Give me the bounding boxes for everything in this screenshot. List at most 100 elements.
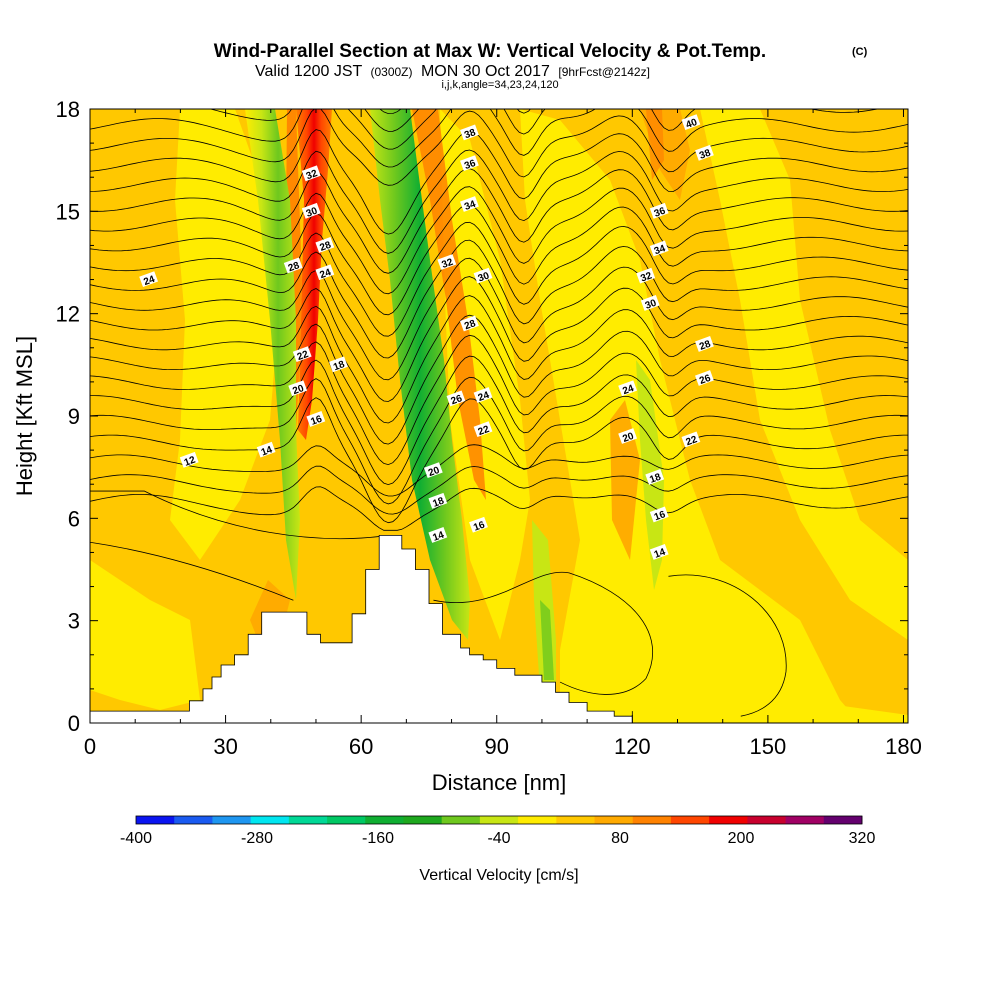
contour-label: 38 <box>460 124 479 141</box>
theta-contour <box>90 129 908 235</box>
contour-label-bg <box>460 124 479 141</box>
contour-label-text: 28 <box>318 240 333 254</box>
contour-label: 22 <box>473 421 493 438</box>
subtitle-forecast: [9hrFcst@2142z] <box>558 65 650 79</box>
contour-label-bg <box>301 202 321 219</box>
y-tick-label: 15 <box>56 199 80 224</box>
contour-label-text: 30 <box>644 298 659 312</box>
contour-label-text: 18 <box>431 495 446 509</box>
theta-contour <box>90 149 908 254</box>
contour-label-text: 18 <box>332 359 347 373</box>
x-tick-label: 90 <box>484 734 508 759</box>
colorbar-bin <box>785 816 825 824</box>
contour-label-bg <box>640 295 660 311</box>
contour-label-bg <box>618 380 638 397</box>
contour-label: 26 <box>446 390 466 407</box>
contour-label-text: 26 <box>450 393 465 407</box>
y-tick-label: 12 <box>56 302 80 327</box>
contour-label-text: 14 <box>653 547 668 561</box>
y-tick-label: 6 <box>68 506 80 531</box>
x-tick-label: 60 <box>349 734 373 759</box>
terrain <box>90 535 633 723</box>
theta-contour <box>90 397 908 524</box>
theta-contour <box>90 168 908 274</box>
contour-label: 20 <box>288 380 308 397</box>
contour-label-text: 28 <box>698 339 713 353</box>
contour-label-bg <box>423 462 443 479</box>
contour-label: 18 <box>428 492 448 510</box>
colorbar-tick-label: -160 <box>362 830 394 847</box>
contour-label-text: 18 <box>648 472 663 486</box>
contour-label: 36 <box>460 155 479 172</box>
contour-label: 32 <box>437 254 457 271</box>
contour-label-bg <box>695 370 714 386</box>
theta-contour <box>90 314 908 445</box>
contour-label-bg <box>288 380 308 397</box>
contour-label-bg <box>460 315 479 332</box>
contour-label: 24 <box>473 387 493 404</box>
y-tick-label: 18 <box>56 97 80 122</box>
contour-label-text: 28 <box>463 318 478 332</box>
contour-label-bg <box>446 390 466 407</box>
yellow-region-far-right <box>700 109 908 640</box>
x-tick-label: 150 <box>750 734 787 759</box>
yellow-region-left <box>170 109 280 560</box>
contour-label-text: 24 <box>142 274 157 288</box>
colorbar-bin <box>518 816 557 824</box>
contour-label: 22 <box>681 431 701 448</box>
theta-contour <box>90 221 908 337</box>
contour-label-text: 28 <box>287 260 302 274</box>
x-axis-label: Distance [nm] <box>432 770 567 795</box>
theta-contour <box>90 109 908 186</box>
colorbar-bin <box>365 816 404 824</box>
yellow-region-left-low <box>90 560 200 710</box>
contour-label-bg <box>315 264 335 281</box>
contour-label-bg <box>695 144 714 161</box>
contour-label-text: 12 <box>183 454 198 468</box>
contour-label-bg <box>649 240 669 257</box>
theta-contour <box>90 186 908 295</box>
contour-label: 36 <box>649 202 669 220</box>
contour-label: 24 <box>139 271 159 288</box>
contour-label-bg <box>681 114 701 131</box>
contour-label: 20 <box>423 462 443 479</box>
contour-label-bg <box>460 155 479 172</box>
contour-label-text: 16 <box>309 414 324 428</box>
contour-label-text: 22 <box>685 434 700 448</box>
subtitle-date: MON 30 Oct 2017 <box>421 63 550 80</box>
contour-label-text: 30 <box>477 270 492 284</box>
theta-contour <box>90 295 908 424</box>
colorbar-tick-label: -400 <box>120 830 152 847</box>
y-tick-label: 3 <box>68 609 80 634</box>
contour-label-text: 30 <box>305 205 320 219</box>
contour-label-bg <box>437 254 457 270</box>
theta-contour <box>90 204 908 316</box>
theta-contour-low <box>668 574 787 717</box>
contour-label-text: 34 <box>463 199 478 213</box>
yellow-regions <box>90 109 908 723</box>
theta-contour <box>90 109 908 168</box>
contour-label-text: 38 <box>698 147 713 161</box>
colorbar-tick-label: 200 <box>728 830 755 847</box>
contour-label-text: 32 <box>639 270 654 284</box>
contour-label-bg <box>469 516 488 533</box>
contour-label: 14 <box>428 527 448 544</box>
contour-label-bg <box>306 411 326 427</box>
colorbar-bin <box>823 816 863 824</box>
contour-label-text: 24 <box>318 267 333 281</box>
x-tick-label: 0 <box>84 734 96 759</box>
x-tick-label: 30 <box>213 734 237 759</box>
x-tick-label: 180 <box>885 734 922 759</box>
contour-label-text: 22 <box>477 424 492 438</box>
downdraft-band-left <box>245 109 300 600</box>
contour-label-bg <box>695 336 714 352</box>
contour-label: 32 <box>301 165 321 182</box>
theta-contours <box>90 109 908 717</box>
contour-label: 28 <box>460 315 479 332</box>
contour-label-text: 20 <box>621 431 636 445</box>
updraft-band-mid <box>412 109 486 500</box>
subtitle-utc: (0300Z) <box>370 65 412 79</box>
contour-label-bg <box>618 428 638 444</box>
contour-label-text: 36 <box>463 158 478 172</box>
downdraft-band-main <box>370 109 470 640</box>
